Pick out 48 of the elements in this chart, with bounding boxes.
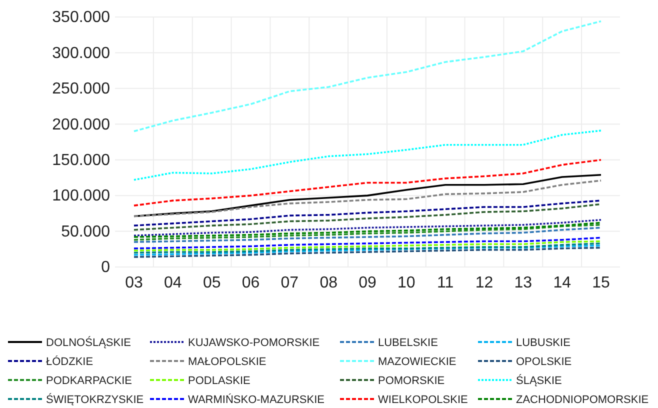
legend-label: MAŁOPOLSKIE	[188, 356, 266, 368]
y-tick-label: 300.000	[52, 44, 110, 62]
x-tick-label: 11	[437, 274, 454, 292]
x-tick-label: 06	[242, 274, 260, 292]
legend-label: POMORSKIE	[378, 374, 445, 387]
y-tick-label: 100.000	[52, 188, 110, 205]
line-series	[133, 130, 602, 181]
y-tick-label: 350.000	[52, 9, 110, 26]
legend-label: DOLNOŚLĄSKIE	[46, 336, 131, 349]
legend-label: LUBUSKIE	[516, 336, 570, 349]
legend-label: PODLASKIE	[188, 374, 250, 387]
line-series	[133, 240, 602, 252]
legend-label: MAZOWIECKIE	[378, 356, 456, 368]
line-series	[133, 226, 602, 243]
legend-label: ŚWIĘTOKRZYSKIE	[46, 392, 144, 406]
line-series	[133, 203, 602, 231]
line-series	[133, 158, 602, 206]
x-tick-label: 03	[125, 274, 143, 292]
y-tick-label: 50.000	[61, 223, 110, 240]
legend-label: PODKARPACKIE	[46, 374, 132, 387]
y-tick-label: 200.000	[52, 116, 110, 134]
line-series	[133, 20, 602, 132]
line-series	[133, 236, 602, 250]
y-tick-label: 150.000	[52, 152, 110, 169]
x-tick-label: 15	[592, 274, 610, 292]
x-tick-label: 09	[358, 274, 376, 292]
x-tick-label: 08	[320, 274, 338, 292]
legend-label: OPOLSKIE	[516, 356, 572, 368]
line-series	[133, 222, 602, 238]
legend-label: ŁÓDZKIE	[46, 354, 94, 368]
legend-label: KUJAWSKO-POMORSKIE	[188, 336, 320, 349]
y-tick-label: 250.000	[52, 80, 110, 98]
x-tick-label: 12	[475, 274, 494, 292]
legend-label: ŚLĄSKIE	[516, 374, 562, 387]
line-series	[133, 224, 602, 241]
line-series	[133, 218, 602, 236]
y-tick-label: 0	[101, 259, 110, 276]
legend-label: ZACHODNIOPOMORSKIE	[516, 394, 649, 406]
x-tick-label: 10	[398, 274, 416, 292]
x-tick-label: 13	[514, 274, 532, 292]
x-tick-label: 07	[280, 274, 299, 292]
legend-label: WARMIŃSKO-MAZURSKIE	[188, 392, 324, 406]
legend-label: LUBELSKIE	[378, 336, 438, 349]
legend-label: WIELKOPOLSKIE	[378, 394, 468, 406]
x-tick-label: 14	[553, 274, 572, 292]
x-tick-label: 05	[202, 274, 221, 292]
x-tick-label: 04	[164, 274, 182, 292]
line-series	[133, 200, 602, 226]
